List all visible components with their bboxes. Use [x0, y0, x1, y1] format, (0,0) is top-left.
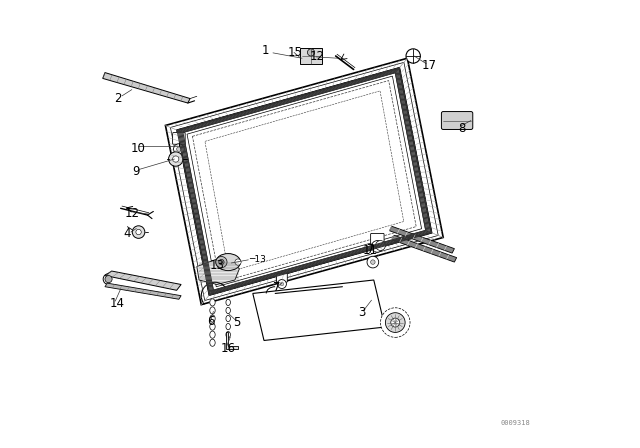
Text: 15: 15 — [288, 46, 303, 59]
Ellipse shape — [210, 323, 215, 330]
Polygon shape — [389, 226, 454, 253]
Ellipse shape — [226, 332, 230, 338]
Text: 6: 6 — [207, 315, 214, 328]
Text: 5: 5 — [233, 316, 240, 329]
Circle shape — [132, 226, 145, 238]
Circle shape — [235, 259, 241, 265]
Ellipse shape — [210, 315, 215, 322]
Circle shape — [375, 244, 380, 249]
Circle shape — [177, 147, 181, 151]
Ellipse shape — [216, 254, 241, 271]
Ellipse shape — [210, 339, 215, 346]
Bar — [300, 48, 323, 64]
Polygon shape — [105, 271, 181, 290]
Text: 13: 13 — [210, 258, 225, 272]
FancyBboxPatch shape — [276, 273, 287, 282]
Circle shape — [406, 49, 420, 63]
Ellipse shape — [226, 307, 230, 314]
Circle shape — [173, 156, 179, 162]
Text: 10: 10 — [131, 142, 146, 155]
Ellipse shape — [226, 299, 230, 306]
Text: ─13: ─13 — [249, 255, 266, 264]
FancyBboxPatch shape — [371, 233, 384, 244]
Circle shape — [371, 260, 375, 264]
Circle shape — [391, 318, 400, 327]
FancyBboxPatch shape — [173, 133, 185, 144]
Circle shape — [371, 241, 383, 252]
Text: 7: 7 — [273, 281, 280, 294]
Text: 2: 2 — [114, 92, 122, 105]
Polygon shape — [105, 283, 181, 299]
Text: 7: 7 — [367, 243, 374, 256]
Ellipse shape — [210, 307, 215, 314]
Text: 16: 16 — [221, 342, 236, 355]
Ellipse shape — [216, 256, 227, 268]
Text: 9: 9 — [132, 164, 140, 178]
Circle shape — [385, 313, 405, 332]
Text: 11: 11 — [362, 244, 378, 258]
Circle shape — [173, 144, 184, 155]
Text: 12: 12 — [310, 50, 325, 64]
Text: 3: 3 — [358, 306, 365, 319]
Ellipse shape — [226, 315, 230, 322]
Text: 17: 17 — [422, 59, 437, 72]
Ellipse shape — [219, 259, 224, 265]
Text: 12: 12 — [125, 207, 140, 220]
Circle shape — [376, 241, 385, 250]
FancyBboxPatch shape — [442, 112, 473, 129]
Text: 8: 8 — [458, 122, 465, 135]
Circle shape — [105, 276, 112, 283]
Circle shape — [280, 282, 284, 286]
Text: 1: 1 — [262, 43, 269, 57]
Circle shape — [307, 49, 315, 56]
Circle shape — [136, 229, 141, 235]
Polygon shape — [392, 235, 457, 262]
Text: 14: 14 — [109, 297, 124, 310]
Circle shape — [278, 280, 287, 289]
Ellipse shape — [210, 331, 215, 338]
Polygon shape — [103, 73, 190, 103]
Circle shape — [380, 308, 410, 337]
Text: 0009318: 0009318 — [500, 420, 530, 426]
Polygon shape — [197, 260, 239, 284]
Ellipse shape — [210, 299, 215, 306]
Ellipse shape — [226, 323, 230, 330]
Circle shape — [168, 152, 183, 166]
Polygon shape — [226, 332, 239, 349]
Text: 4: 4 — [124, 227, 131, 241]
Circle shape — [367, 256, 379, 268]
